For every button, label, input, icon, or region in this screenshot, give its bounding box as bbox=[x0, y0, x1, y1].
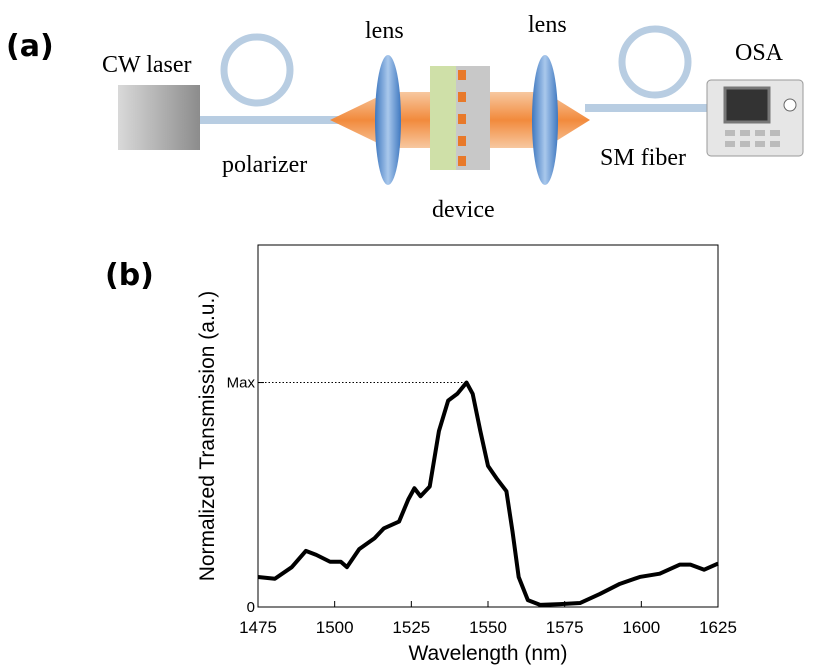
plot-frame bbox=[257, 244, 719, 608]
panel-label: (b) bbox=[105, 258, 154, 293]
x-tick-label: 1625 bbox=[699, 618, 737, 637]
x-tick-label: 1575 bbox=[546, 618, 584, 637]
x-tick-label: 1600 bbox=[622, 618, 660, 637]
lens bbox=[375, 55, 401, 185]
component-label: OSA bbox=[735, 40, 784, 66]
device-pattern bbox=[458, 70, 466, 166]
osa-knob bbox=[783, 98, 797, 112]
x-tick-label: 1500 bbox=[316, 618, 354, 637]
lens bbox=[532, 55, 558, 185]
x-axis-label: Wavelength (nm) bbox=[408, 642, 567, 665]
y-tick-label: 0 bbox=[247, 599, 255, 616]
component-label: lens bbox=[528, 12, 567, 38]
y-axis-label: Normalized Transmission (a.u.) bbox=[196, 291, 219, 582]
fiber-loop bbox=[618, 25, 692, 99]
component-label: polarizer bbox=[222, 152, 307, 178]
device-substrate bbox=[430, 66, 456, 170]
chart: 1475 1500 1525 1550 1575 1600 1625 0 Max Waveleng… bbox=[196, 244, 737, 665]
component-label: lens bbox=[365, 18, 404, 44]
fiber-loop bbox=[220, 33, 294, 107]
y-tick-label: Max bbox=[227, 375, 256, 392]
laser-box bbox=[118, 85, 200, 150]
x-tick-label: 1475 bbox=[239, 618, 277, 637]
osa-screen bbox=[723, 86, 771, 124]
setup-diagram: (a) CW laser lens lens OSA polarizer SM … bbox=[6, 12, 804, 223]
panel-label: (a) bbox=[6, 29, 54, 64]
x-tick-label: 1525 bbox=[392, 618, 430, 637]
component-label: device bbox=[432, 197, 495, 223]
component-label: SM fiber bbox=[600, 145, 686, 171]
osa-buttons bbox=[725, 130, 780, 147]
component-label: CW laser bbox=[102, 52, 192, 78]
x-tick-label: 1550 bbox=[469, 618, 507, 637]
series-line bbox=[257, 380, 719, 607]
